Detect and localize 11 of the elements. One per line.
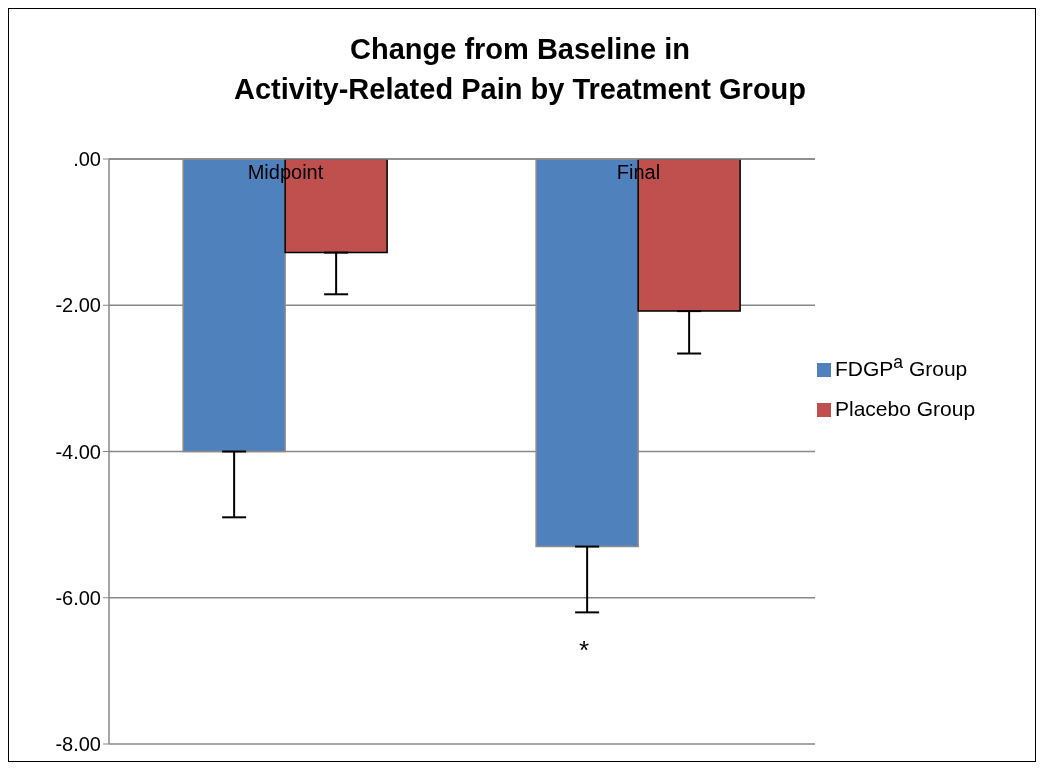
y-tick-label: -2.00 (55, 294, 101, 317)
y-tick-label: -4.00 (55, 440, 101, 463)
x-tick-label: Midpoint (247, 161, 324, 183)
y-tick-label: .00 (73, 148, 101, 171)
y-tick-label: -8.00 (55, 733, 101, 756)
chart-title: Change from Baseline in Activity-Related Pain by Treatment Group (232, 32, 808, 107)
legend-label: FDGP$^{a}$ Group (835, 351, 968, 380)
legend-label: Placebo Group (835, 396, 976, 420)
y-tick-label: -6.00 (55, 586, 101, 609)
annotation: * (578, 635, 590, 665)
x-tick-label: Final (616, 161, 661, 183)
